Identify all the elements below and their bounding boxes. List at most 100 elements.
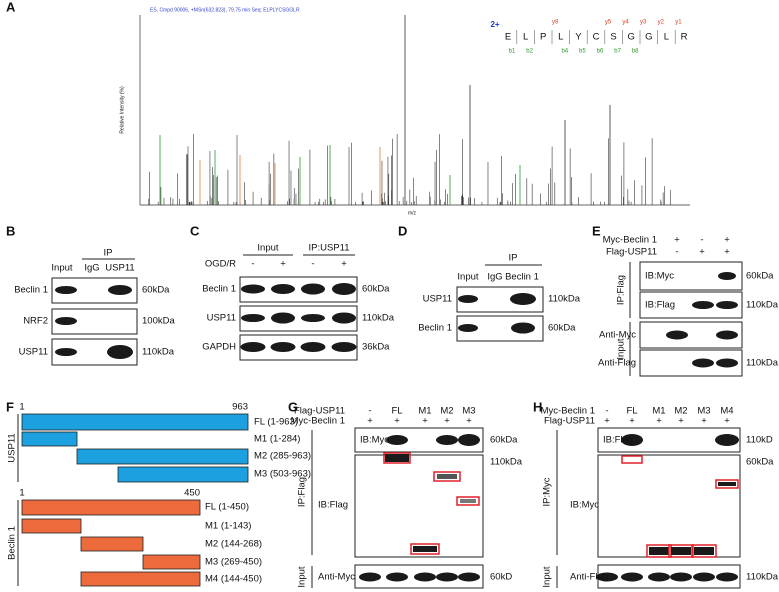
sign: - [675, 247, 678, 258]
construct-bar [117, 466, 249, 483]
construct-label: FL (1-450) [205, 502, 249, 513]
highlight-box [383, 452, 411, 464]
sign: FL [626, 406, 637, 417]
y-ion: y3 [640, 20, 647, 26]
size-label: 110kDa [746, 572, 779, 583]
input-label: Input [542, 566, 553, 587]
sign: + [280, 259, 286, 270]
band [108, 285, 132, 295]
band [692, 301, 714, 309]
residue: P [540, 32, 546, 43]
sign: M3 [462, 406, 475, 417]
b-ion: b5 [579, 49, 586, 55]
band [716, 301, 738, 309]
sign: + [656, 416, 662, 427]
band [301, 283, 325, 295]
sign: - [605, 406, 608, 417]
band [596, 572, 618, 582]
spectrum-header: ES, Cmpd 90006, +MSn(632.823), 79.75 min… [150, 7, 300, 13]
lane-label: IgG [84, 263, 99, 274]
band [436, 572, 458, 582]
panel-label: B [6, 223, 15, 238]
residue: G [628, 32, 635, 43]
band [715, 434, 739, 446]
sign: + [629, 416, 635, 427]
band [716, 572, 738, 582]
b-ion: b7 [614, 49, 621, 55]
band [692, 358, 714, 368]
sign: M3 [697, 406, 710, 417]
blot [597, 454, 741, 558]
band [385, 454, 409, 462]
residue: L [558, 32, 563, 43]
size-label: 100kDa [142, 316, 175, 327]
band [413, 546, 437, 552]
band [331, 342, 357, 352]
sign: + [724, 235, 730, 246]
band [510, 293, 536, 305]
size-label: 110kDa [548, 294, 581, 305]
size-label: 60kDa [142, 285, 170, 296]
construct-bar [21, 499, 201, 516]
ip-label: IP:Flag [297, 477, 308, 507]
residue: E [505, 32, 511, 43]
blot [354, 454, 484, 558]
size-label: 36kDa [362, 342, 390, 353]
row-label: Beclin 1 [202, 284, 236, 295]
band [648, 572, 670, 582]
band [300, 342, 326, 352]
construct-bar [80, 536, 144, 552]
row-label: Beclin 1 [418, 323, 452, 334]
band [55, 317, 77, 325]
start-label: 1 [19, 488, 24, 499]
y-ion: y2 [658, 20, 665, 26]
lane-label: Beclin 1 [505, 272, 539, 283]
y-ion: y5 [605, 20, 612, 26]
size-label: 110kDa [142, 347, 175, 358]
band [436, 435, 458, 445]
panel-label: D [398, 223, 407, 238]
protein-label: Beclin 1 [7, 526, 18, 560]
sign: + [367, 416, 373, 427]
band [716, 330, 738, 340]
sign: + [394, 416, 400, 427]
sign: + [422, 416, 428, 427]
size-label: 110kDa [746, 300, 779, 311]
sign: - [700, 235, 703, 246]
row-label: IB:Myc [570, 500, 599, 511]
row-label: IB:Myc [645, 271, 674, 282]
band [666, 330, 688, 340]
construct-bar [21, 413, 249, 431]
spectrum-peaks [148, 15, 671, 205]
x-axis-label: m/z [408, 210, 417, 216]
group-label: IP:USP11 [308, 243, 349, 254]
band [460, 499, 476, 503]
band [670, 572, 692, 582]
lane-label: Input [457, 272, 478, 283]
highlight-box [410, 543, 440, 555]
protein-label: USP11 [7, 433, 18, 462]
sign: + [604, 416, 610, 427]
construct-bar [142, 554, 201, 570]
residue: R [681, 32, 688, 43]
residue: G [645, 32, 652, 43]
highlight-box [715, 479, 739, 489]
y-ion: y4 [622, 20, 629, 26]
condition-label: Flag-USP11 [544, 416, 595, 427]
y-ion: y1 [675, 20, 682, 26]
residue: C [593, 32, 600, 43]
band [270, 342, 296, 352]
band [386, 572, 408, 582]
band [693, 572, 715, 582]
row-label: Anti-Myc [599, 330, 636, 341]
row-label: NRF2 [23, 316, 48, 327]
domain-bars [21, 413, 249, 587]
end-label: 963 [232, 402, 248, 413]
residue: L [664, 32, 669, 43]
band [649, 547, 669, 555]
y-ion: y8 [552, 20, 559, 26]
highlight-box [456, 496, 480, 506]
construct-label: M2 (144-268) [205, 539, 262, 550]
panel-label: G [288, 399, 298, 414]
row-label: USP11 [423, 294, 452, 305]
